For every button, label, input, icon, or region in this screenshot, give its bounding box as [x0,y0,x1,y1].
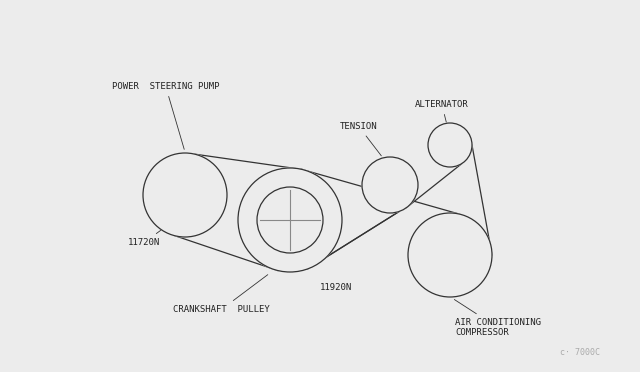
Text: AIR CONDITIONING
COMPRESSOR: AIR CONDITIONING COMPRESSOR [454,299,541,337]
Text: 11920N: 11920N [320,283,352,292]
Circle shape [428,123,472,167]
Text: ALTERNATOR: ALTERNATOR [415,100,468,122]
Text: POWER  STEERING PUMP: POWER STEERING PUMP [112,82,220,149]
Circle shape [238,168,342,272]
Text: CRANKSHAFT  PULLEY: CRANKSHAFT PULLEY [173,275,269,314]
Circle shape [257,187,323,253]
Text: 11720N: 11720N [128,227,166,247]
Circle shape [408,213,492,297]
Text: c· 7000C: c· 7000C [560,348,600,357]
Circle shape [362,157,418,213]
Circle shape [143,153,227,237]
Text: TENSION: TENSION [340,122,381,156]
